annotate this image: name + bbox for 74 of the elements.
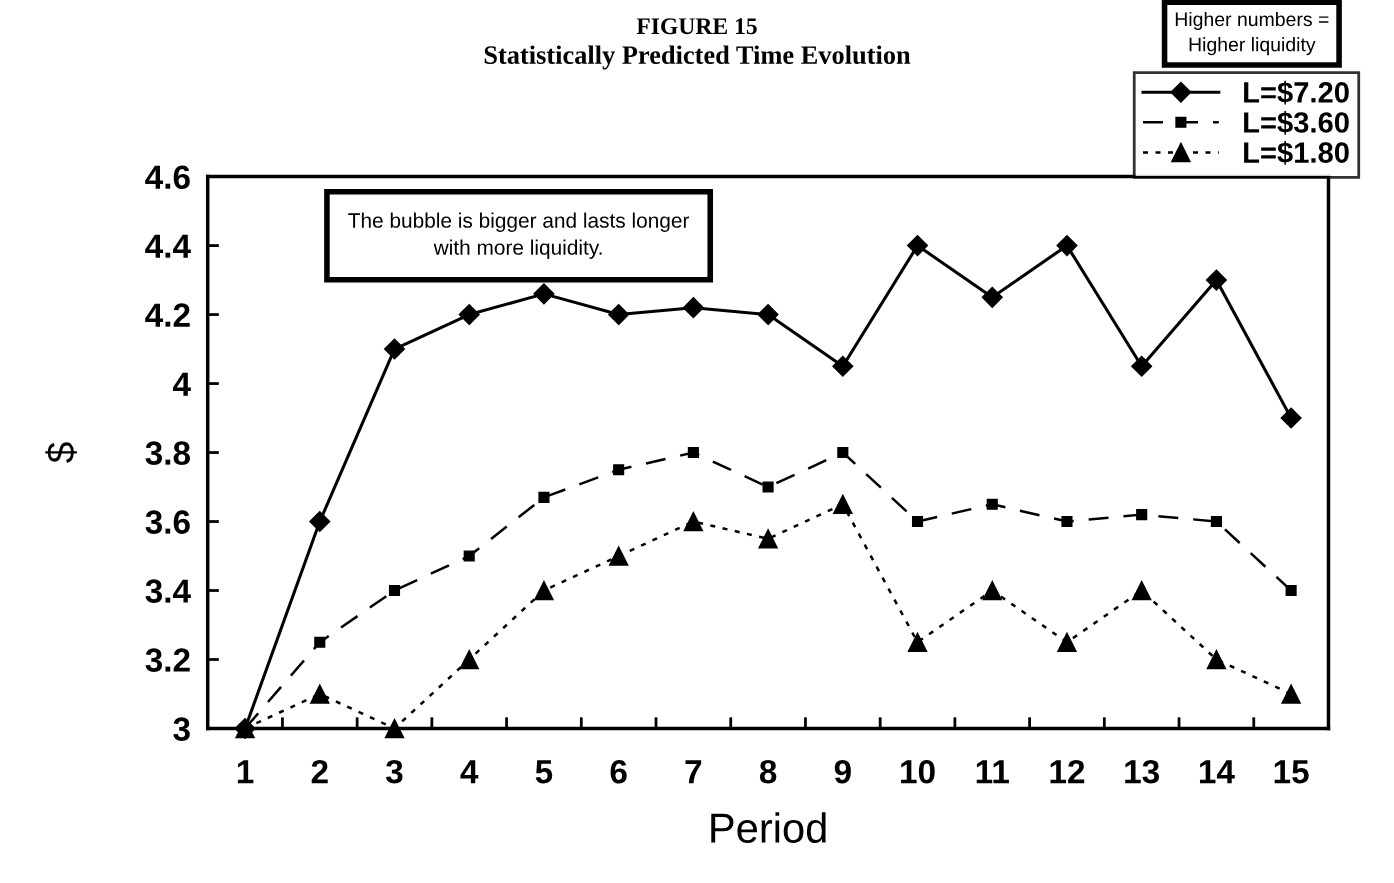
- y-tick-label: 3.8: [145, 441, 191, 465]
- point: [757, 304, 779, 326]
- point: [833, 494, 853, 514]
- legend-label: L=$1.80: [1244, 140, 1349, 165]
- x-axis-title: Period: [711, 812, 826, 843]
- point: [687, 446, 699, 459]
- point: [458, 304, 480, 326]
- y-axis-title: $: [45, 442, 77, 463]
- point: [907, 235, 929, 257]
- point: [907, 632, 928, 652]
- point: [1136, 509, 1148, 521]
- x-tick-label: 2: [311, 759, 328, 784]
- point: [388, 584, 401, 597]
- y-tick-label: 3: [173, 717, 190, 741]
- chart-subtitle: Statistically Predicted Time Evolution: [484, 45, 911, 70]
- legend-label: L=$3.60: [1244, 110, 1349, 135]
- x-tick-label: 4: [460, 760, 479, 784]
- point: [1131, 580, 1152, 601]
- point: [309, 511, 331, 533]
- point: [383, 338, 406, 360]
- x-tick-label: 11: [976, 760, 1009, 784]
- point: [762, 481, 774, 493]
- x-tick-label: 15: [1274, 760, 1309, 784]
- point: [832, 355, 854, 377]
- x-tick-label: 6: [610, 759, 627, 784]
- point: [986, 498, 998, 510]
- point: [538, 491, 550, 503]
- x-tick-label: 9: [834, 759, 851, 784]
- point: [758, 529, 778, 549]
- point: [981, 286, 1003, 308]
- point: [1285, 584, 1297, 597]
- point: [911, 515, 924, 528]
- point: [1205, 269, 1227, 291]
- point: [1061, 515, 1073, 528]
- x-tick-label: 10: [901, 759, 935, 784]
- point: [314, 636, 326, 648]
- point: [463, 550, 475, 562]
- point: [1206, 649, 1227, 670]
- point: [683, 511, 704, 532]
- x-tick-label: 1: [237, 760, 254, 784]
- point: [1210, 515, 1222, 528]
- annotation: The bubble is bigger and lasts longer with more liquidity.: [348, 212, 690, 259]
- point: [533, 283, 555, 305]
- x-tick-label: 13: [1125, 759, 1160, 784]
- x-tick-label: 5: [535, 760, 553, 784]
- y-tick-label: 3.4: [145, 579, 191, 603]
- point: [837, 446, 849, 459]
- point: [1280, 407, 1302, 429]
- x-tick-label: 3: [386, 759, 403, 784]
- point: [459, 649, 479, 670]
- point: [608, 546, 629, 566]
- y-tick-label: 4.6: [145, 165, 190, 190]
- text: Higher numbers = Higher liquidity: [1175, 11, 1329, 56]
- point: [534, 580, 554, 601]
- x-tick-label: 12: [1050, 759, 1085, 784]
- chart-title: FIGURE 15: [636, 18, 757, 35]
- x-tick-label: 7: [685, 760, 702, 784]
- point: [310, 684, 330, 704]
- legend-label: L=$7.20: [1244, 80, 1349, 105]
- x-tick-label: 14: [1199, 760, 1235, 784]
- point: [1131, 355, 1153, 377]
- y-tick-label: 3.6: [145, 510, 190, 534]
- point: [1056, 235, 1078, 257]
- y-tick-label: 3.2: [145, 648, 190, 672]
- y-tick-label: 4.4: [145, 234, 191, 258]
- y-tick-label: 4: [173, 372, 191, 396]
- point: [1281, 684, 1301, 704]
- point: [613, 464, 625, 476]
- point: [608, 304, 630, 326]
- point: [1057, 632, 1077, 652]
- point: [982, 580, 1002, 601]
- y-tick-label: 4.2: [145, 303, 190, 327]
- point: [682, 297, 704, 319]
- x-tick-label: 8: [759, 759, 777, 784]
